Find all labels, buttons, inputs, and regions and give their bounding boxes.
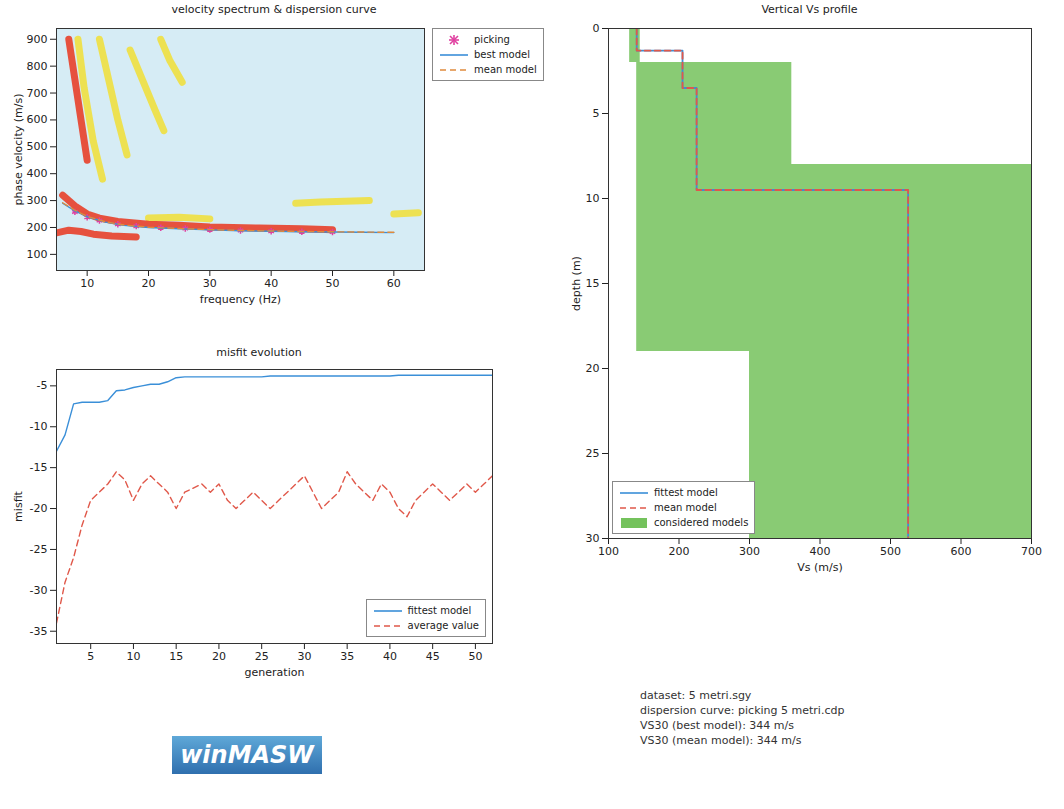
html-text:VS30 (best model): 344 m/s: VS30 (best model): 344 m/s (640, 719, 794, 732)
svg-text:60: 60 (387, 277, 401, 290)
html-text:fittest model: fittest model (654, 487, 718, 498)
svg-text:35: 35 (340, 650, 354, 663)
svg-text:300: 300 (739, 545, 760, 558)
svg-text:20: 20 (212, 650, 226, 663)
html-text:misfit evolution: misfit evolution (216, 346, 302, 359)
svg-text:50: 50 (468, 650, 482, 663)
html-text:best model: best model (474, 49, 530, 60)
svg-text:40: 40 (264, 277, 278, 290)
svg-text:600: 600 (951, 545, 972, 558)
html-text:fittest model: fittest model (407, 605, 472, 616)
svg-text:400: 400 (810, 545, 831, 558)
html-text:dispersion curve: picking 5 me: dispersion curve: picking 5 metri.cdp (640, 704, 845, 717)
svg-text:10: 10 (586, 192, 600, 205)
svg-text:-5: -5 (37, 379, 48, 392)
svg-text:-30: -30 (30, 584, 48, 597)
svg-text:25: 25 (586, 447, 600, 460)
html-text:dataset: 5 metri.sgy: dataset: 5 metri.sgy (640, 689, 752, 702)
svg-text:200: 200 (27, 221, 48, 234)
svg-text:5: 5 (593, 107, 600, 120)
html-text:velocity spectrum & dispersion: velocity spectrum & dispersion curve (171, 3, 377, 16)
svg-text:400: 400 (27, 167, 48, 180)
html-text:winMASW: winMASW (180, 741, 314, 769)
html-text:mean model: mean model (474, 64, 537, 75)
svg-text:800: 800 (27, 60, 48, 73)
svg-text:700: 700 (1021, 545, 1042, 558)
svg-text:15: 15 (169, 650, 183, 663)
svg-text:500: 500 (27, 140, 48, 153)
html-text:picking: picking (474, 34, 510, 45)
html-text:VS30 (mean model): 344 m/s: VS30 (mean model): 344 m/s (640, 734, 802, 747)
svg-text:700: 700 (27, 87, 48, 100)
svg-text:15: 15 (586, 277, 600, 290)
html-text:average value: average value (407, 620, 479, 631)
svg-text:600: 600 (27, 113, 48, 126)
svg-text:-15: -15 (30, 461, 48, 474)
svg-text:20: 20 (586, 362, 600, 375)
svg-text:50: 50 (326, 277, 340, 290)
html-text:considered models: considered models (654, 517, 749, 528)
svg-text:200: 200 (669, 545, 690, 558)
svg-text:generation: generation (245, 666, 305, 679)
svg-text:-35: -35 (30, 625, 48, 638)
svg-text:100: 100 (598, 545, 619, 558)
svg-text:0: 0 (593, 22, 600, 35)
svg-text:frequency (Hz): frequency (Hz) (200, 293, 281, 306)
svg-text:-25: -25 (30, 543, 48, 556)
svg-text:100: 100 (27, 248, 48, 261)
svg-text:30: 30 (586, 532, 600, 545)
svg-text:30: 30 (203, 277, 217, 290)
svg-text:300: 300 (27, 194, 48, 207)
svg-text:Vs (m/s): Vs (m/s) (797, 561, 843, 574)
html-text:Vertical Vs profile: Vertical Vs profile (761, 3, 858, 16)
svg-text:500: 500 (880, 545, 901, 558)
svg-text:-10: -10 (30, 420, 48, 433)
svg-text:900: 900 (27, 33, 48, 46)
svg-text:10: 10 (126, 650, 140, 663)
svg-text:misfit: misfit (12, 490, 25, 521)
svg-text:phase velocity (m/s): phase velocity (m/s) (12, 94, 25, 206)
svg-text:30: 30 (297, 650, 311, 663)
svg-text:10: 10 (80, 277, 94, 290)
html-text:mean model: mean model (654, 502, 717, 513)
svg-text:-20: -20 (30, 502, 48, 515)
svg-text:depth (m): depth (m) (570, 256, 583, 311)
svg-text:5: 5 (87, 650, 94, 663)
svg-text:20: 20 (142, 277, 156, 290)
svg-text:40: 40 (383, 650, 397, 663)
svg-text:25: 25 (255, 650, 269, 663)
svg-text:45: 45 (426, 650, 440, 663)
